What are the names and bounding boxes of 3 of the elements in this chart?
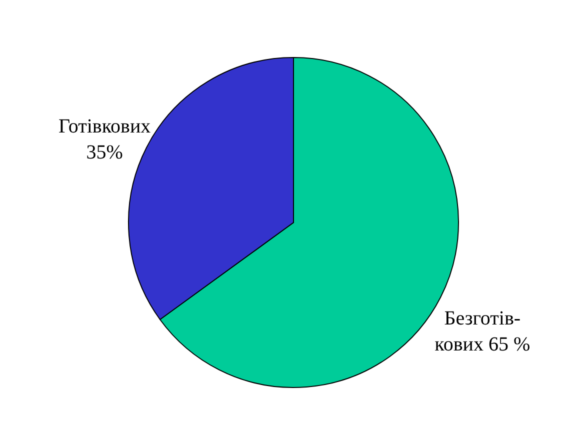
data-label: 35%	[86, 141, 123, 164]
slice-label: Безготів- кових 65 %	[434, 308, 530, 356]
slice-label: Готівкових	[58, 115, 151, 138]
